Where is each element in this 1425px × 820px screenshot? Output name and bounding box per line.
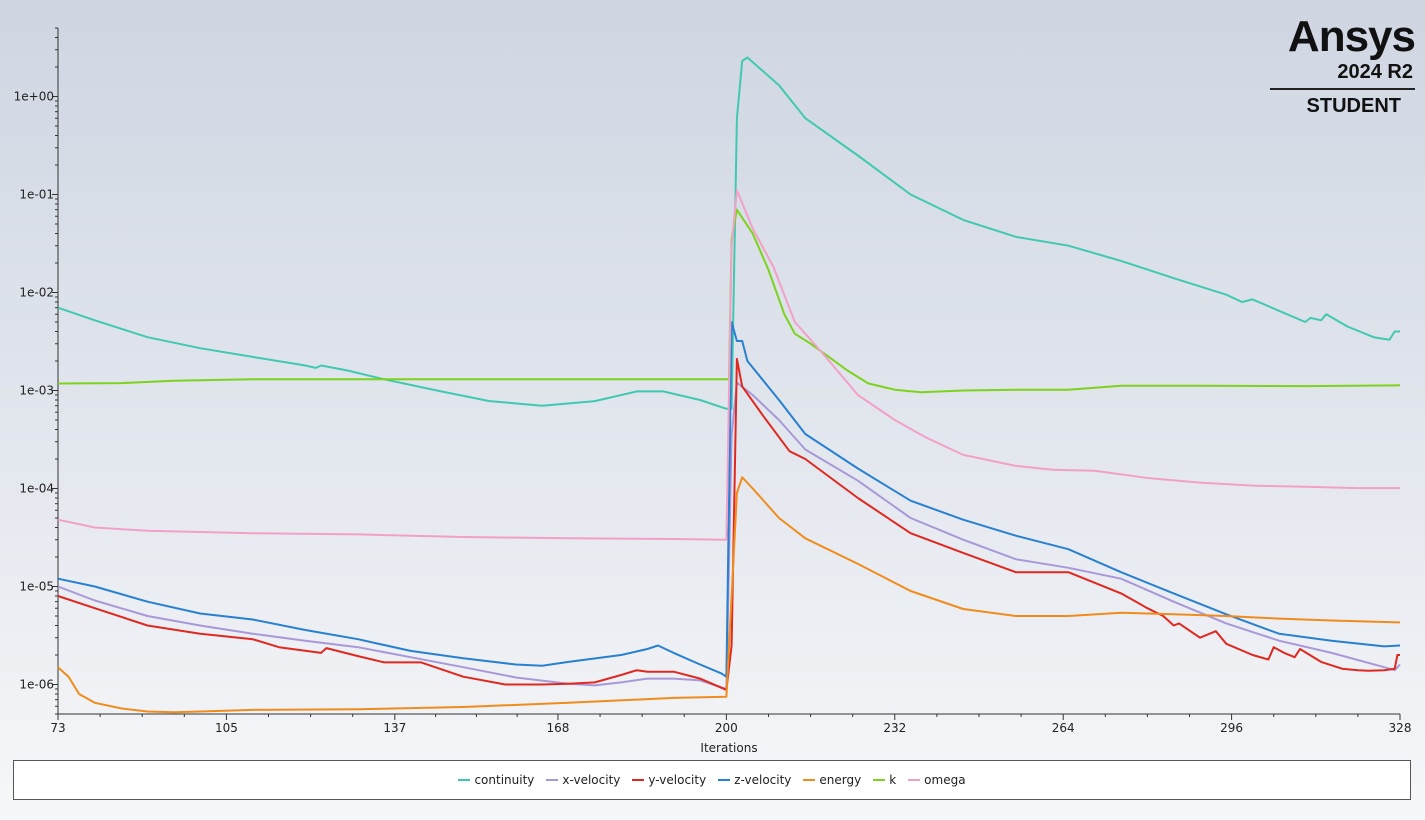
x-tick-label: 105 (215, 721, 238, 735)
y-tick-label: 1e-05 (19, 579, 54, 593)
legend-label: continuity (474, 773, 535, 787)
y-tick-label: 1e-02 (19, 285, 54, 299)
series-line-k (57, 208, 1401, 394)
x-axis-label: Iterations (700, 741, 757, 755)
logo-divider (1270, 88, 1415, 90)
logo-version: 2024 R2 (1337, 61, 1413, 83)
legend-label: energy (819, 773, 862, 787)
x-axis: 73 105 137 168 200 232 264 296 328 (50, 713, 1412, 735)
legend-label: x-velocity (562, 773, 621, 787)
x-tick-label: 264 (1052, 721, 1075, 735)
x-tick-label: 73 (50, 721, 65, 735)
legend-swatch (632, 779, 645, 781)
legend-swatch (873, 779, 886, 781)
x-tick-label: 200 (715, 721, 738, 735)
legend-label: omega (924, 773, 966, 787)
x-tick-label: 232 (883, 721, 906, 735)
legend-item-energy: energy (803, 773, 861, 787)
x-tick-label: 168 (547, 721, 570, 735)
x-tick-label: 296 (1220, 721, 1243, 735)
y-tick-label: 1e+00 (14, 89, 54, 103)
series-line-omega (57, 189, 1400, 541)
series-line-continuity (57, 56, 1400, 410)
legend-swatch (718, 779, 731, 781)
legend-item-omega: omega (908, 773, 966, 787)
y-tick-label: 1e-01 (19, 187, 54, 201)
legend-item-x-velocity: x-velocity (546, 773, 620, 787)
legend-item-y-velocity: y-velocity (632, 773, 706, 787)
series-line-x-velocity (57, 381, 1401, 690)
series-line-z-velocity (57, 321, 1401, 678)
series-line-y-velocity (57, 357, 1400, 691)
y-tick-label: 1e-03 (19, 383, 54, 397)
legend-swatch (546, 779, 559, 781)
legend-swatch (458, 779, 471, 781)
x-tick-label: 137 (383, 721, 406, 735)
y-tick-label: 1e-04 (19, 481, 54, 495)
legend-swatch (803, 779, 816, 781)
legend-swatch (908, 779, 921, 781)
series-lines (57, 56, 1401, 714)
legend-item-k: k (873, 773, 896, 787)
legend-label: y-velocity (648, 773, 707, 787)
logo-edition: STUDENT (1306, 95, 1401, 117)
legend-label: z-velocity (734, 773, 792, 787)
series-line-energy (57, 476, 1401, 714)
logo-brand: Ansys (1287, 12, 1416, 61)
legend-item-z-velocity: z-velocity (718, 773, 791, 787)
chart-legend: continuity x-velocity y-velocity z-velocity… (13, 760, 1411, 800)
legend-label: k (889, 773, 897, 787)
y-tick-label: 1e-06 (19, 677, 54, 691)
x-tick-label: 328 (1389, 721, 1412, 735)
ansys-logo: Ansys 2024 R2 STUDENT (1270, 12, 1416, 118)
legend-item-continuity: continuity (458, 773, 534, 787)
y-axis: 1e-06 1e-05 1e-04 1e-03 1e-02 1e-01 1e+00 (14, 27, 59, 715)
residuals-chart: 1e-06 1e-05 1e-04 1e-03 1e-02 1e-01 1e+00 73 10… (14, 27, 1412, 755)
